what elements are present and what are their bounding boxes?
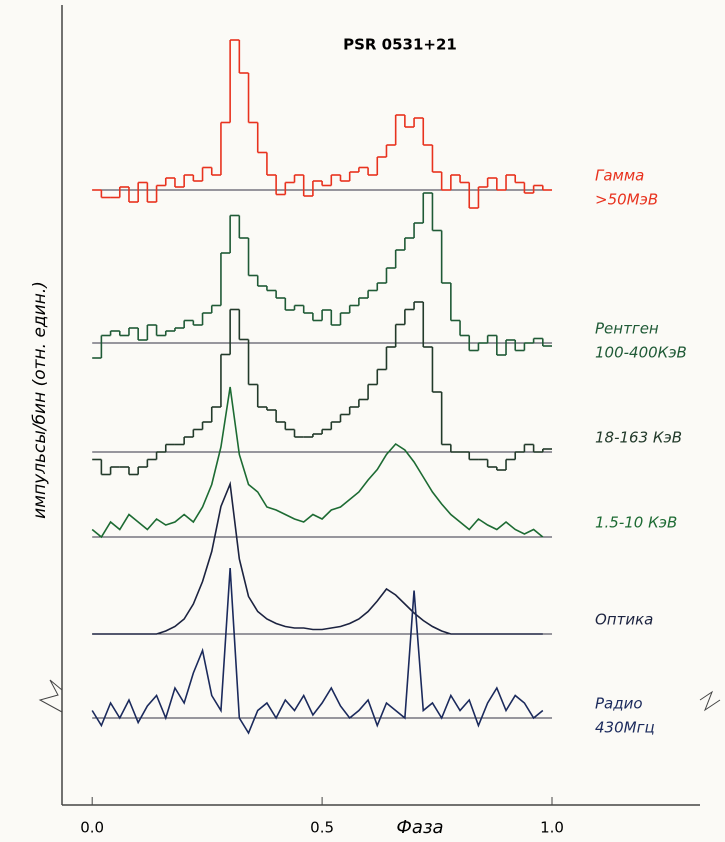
series-label: 18-163 КэВ (595, 429, 682, 447)
series-label: 1.5-10 КэВ (595, 514, 677, 532)
x-axis-label: Фаза (396, 817, 443, 838)
y-axis-label: импульсы/бин (отн. един.) (30, 281, 50, 519)
profile-line (91, 386, 544, 539)
series-label: Рентген (595, 320, 659, 338)
axis-break (38, 679, 63, 713)
x-tick-label: 0.0 (80, 819, 104, 837)
series-label: >50МэВ (595, 191, 658, 209)
x-tick-label: 0.5 (310, 819, 334, 837)
profile-line (92, 480, 543, 635)
series-label: 100-400КэВ (595, 344, 687, 362)
series-label: Радио (595, 695, 643, 713)
series-label: 430Мгц (595, 719, 655, 737)
x-tick-label: 1.0 (540, 819, 564, 837)
series-label: Гамма (595, 167, 644, 185)
chart-title: PSR 0531+21 (343, 36, 457, 54)
series-label: Оптика (595, 611, 653, 629)
profile-line (91, 567, 544, 735)
axis-break (699, 690, 721, 712)
